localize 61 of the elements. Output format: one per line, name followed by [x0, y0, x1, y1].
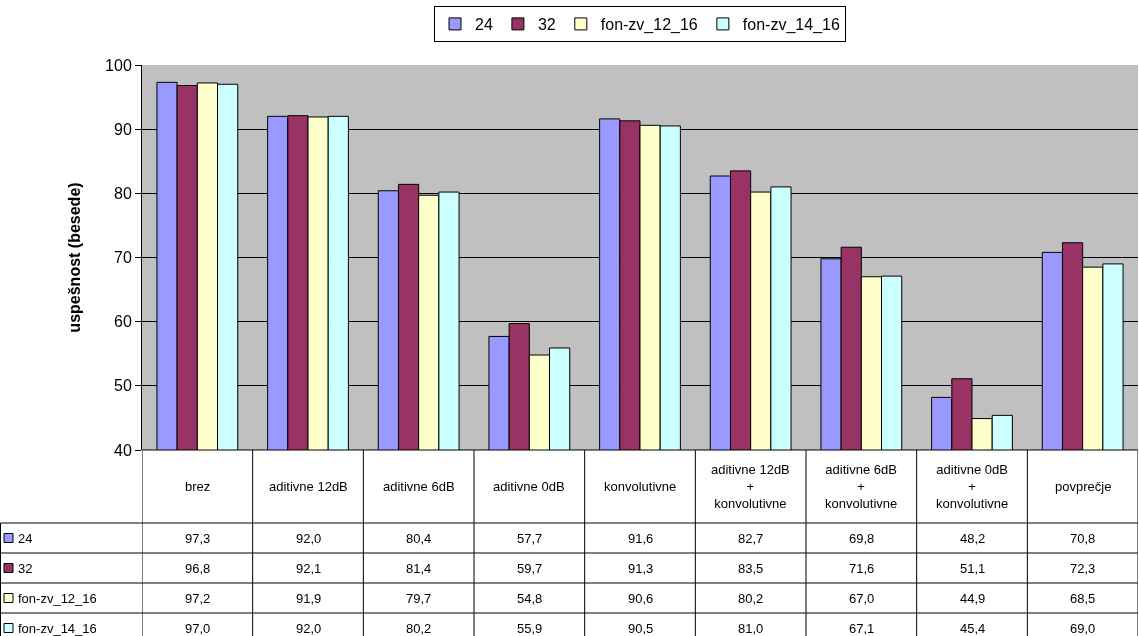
- y-tick-label: 60: [114, 313, 132, 331]
- data-label: 67,0: [849, 591, 875, 606]
- text: 32: [18, 561, 33, 576]
- data-label: 92,1: [296, 561, 322, 576]
- x-tick-label: aditivne 12dB: [269, 479, 348, 494]
- data-label: 57,7: [517, 531, 543, 546]
- data-label: 71,6: [849, 561, 875, 576]
- text: fon-zv_12_16: [18, 591, 97, 606]
- text: 24: [18, 531, 33, 546]
- x-tick-label: aditivne 12dB + konvolutivne: [711, 462, 790, 511]
- data-label: 80,2: [738, 591, 764, 606]
- data-label: 79,7: [406, 591, 432, 606]
- data-label: 68,5: [1070, 591, 1096, 606]
- data-label: 80,4: [406, 531, 432, 546]
- data-label: 92,0: [296, 531, 322, 546]
- data-label: 67,1: [849, 621, 875, 636]
- data-label: 97,3: [185, 531, 211, 546]
- legend-label: 24: [475, 16, 493, 34]
- data-label: 83,5: [738, 561, 764, 576]
- data-label: 72,3: [1070, 561, 1096, 576]
- data-label: 82,7: [738, 531, 764, 546]
- data-label: 80,2: [406, 621, 432, 636]
- data-label: 91,9: [296, 591, 322, 606]
- x-tick-label: aditivne 6dB + konvolutivne: [825, 462, 898, 511]
- data-label: 90,5: [628, 621, 654, 636]
- data-label: 69,8: [849, 531, 875, 546]
- y-axis-title: uspešnost (besede): [66, 182, 83, 333]
- data-label: 70,8: [1070, 531, 1096, 546]
- x-tick-label: aditivne 6dB: [383, 479, 455, 494]
- text: fon-zv_14_16: [18, 621, 97, 636]
- data-label: 91,3: [628, 561, 654, 576]
- x-tick-label: povprečje: [1055, 479, 1112, 494]
- data-label: 59,7: [517, 561, 543, 576]
- legend-label: 32: [537, 16, 556, 34]
- x-tick-label: konvolutivne: [604, 479, 677, 494]
- data-label: 48,2: [960, 531, 986, 546]
- data-label: 54,8: [517, 591, 543, 606]
- data-label: 96,8: [185, 561, 211, 576]
- y-tick-label: 50: [114, 377, 132, 395]
- x-tick-label: brez: [185, 479, 211, 494]
- data-label: 81,4: [406, 561, 432, 576]
- y-tick-label: 90: [114, 120, 132, 138]
- data-label: 55,9: [517, 621, 543, 636]
- data-label: 97,0: [185, 621, 211, 636]
- data-label: 91,6: [628, 531, 654, 546]
- y-tick-label: 80: [114, 184, 132, 202]
- data-label: 44,9: [960, 591, 986, 606]
- y-tick-label: 40: [114, 441, 132, 459]
- legend-label: fon-zv_12_16: [600, 16, 698, 35]
- x-tick-label: aditivne 0dB: [493, 479, 565, 494]
- y-tick-label: 70: [114, 249, 132, 267]
- x-tick-label: aditivne 0dB + konvolutivne: [936, 462, 1009, 511]
- data-label: 51,1: [960, 561, 986, 576]
- data-label: 45,4: [960, 621, 986, 636]
- data-label: 97,2: [185, 591, 211, 606]
- y-tick-label: 100: [105, 56, 132, 74]
- legend-label: fon-zv_14_16: [742, 16, 840, 35]
- data-label: 92,0: [296, 621, 322, 636]
- data-label: 69,0: [1070, 621, 1096, 636]
- data-label: 90,6: [628, 591, 654, 606]
- data-label: 81,0: [738, 621, 764, 636]
